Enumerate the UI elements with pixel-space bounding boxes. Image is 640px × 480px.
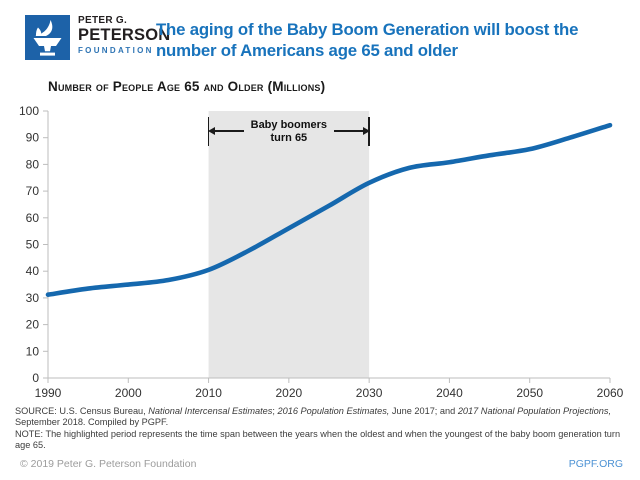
logo-peterson: PETERSON xyxy=(78,26,171,44)
svg-text:2010: 2010 xyxy=(195,386,222,400)
svg-text:2040: 2040 xyxy=(436,386,463,400)
svg-text:30: 30 xyxy=(26,291,40,305)
logo-foundation: FOUNDATION xyxy=(78,45,154,55)
svg-text:0: 0 xyxy=(32,371,39,385)
svg-text:80: 80 xyxy=(26,157,40,171)
pgpf-logo-torch-icon xyxy=(25,15,70,60)
svg-text:1990: 1990 xyxy=(35,386,62,400)
svg-text:100: 100 xyxy=(19,104,39,118)
svg-text:2020: 2020 xyxy=(276,386,303,400)
source-note-block: SOURCE: U.S. Census Bureau, National Int… xyxy=(15,406,631,451)
pgpf-logo-wordmark: PETER G. PETERSON FOUNDATION xyxy=(78,16,170,55)
page-title: The aging of the Baby Boom Generation wi… xyxy=(156,19,631,61)
svg-text:90: 90 xyxy=(26,131,40,145)
svg-text:2030: 2030 xyxy=(356,386,383,400)
svg-text:2050: 2050 xyxy=(516,386,543,400)
chart-subtitle: Number of People Age 65 and Older (Milli… xyxy=(48,79,326,94)
copyright-text: © 2019 Peter G. Peterson Foundation xyxy=(20,458,197,470)
svg-text:2060: 2060 xyxy=(597,386,624,400)
svg-text:70: 70 xyxy=(26,184,40,198)
svg-text:20: 20 xyxy=(26,318,40,332)
svg-text:10: 10 xyxy=(26,344,40,358)
svg-text:2000: 2000 xyxy=(115,386,142,400)
page-title-line-1: The aging of the Baby Boom Generation wi… xyxy=(156,20,579,39)
note-text: NOTE: The highlighted period represents … xyxy=(15,428,621,450)
svg-text:40: 40 xyxy=(26,264,40,278)
page-title-line-2: number of Americans age 65 and older xyxy=(156,41,458,60)
pgpf-org-link[interactable]: PGPF.ORG xyxy=(568,458,623,470)
svg-text:60: 60 xyxy=(26,211,40,225)
svg-text:50: 50 xyxy=(26,238,40,252)
source-text: SOURCE: U.S. Census Bureau, National Int… xyxy=(15,406,612,428)
logo-peter-g: PETER G. xyxy=(78,15,128,26)
